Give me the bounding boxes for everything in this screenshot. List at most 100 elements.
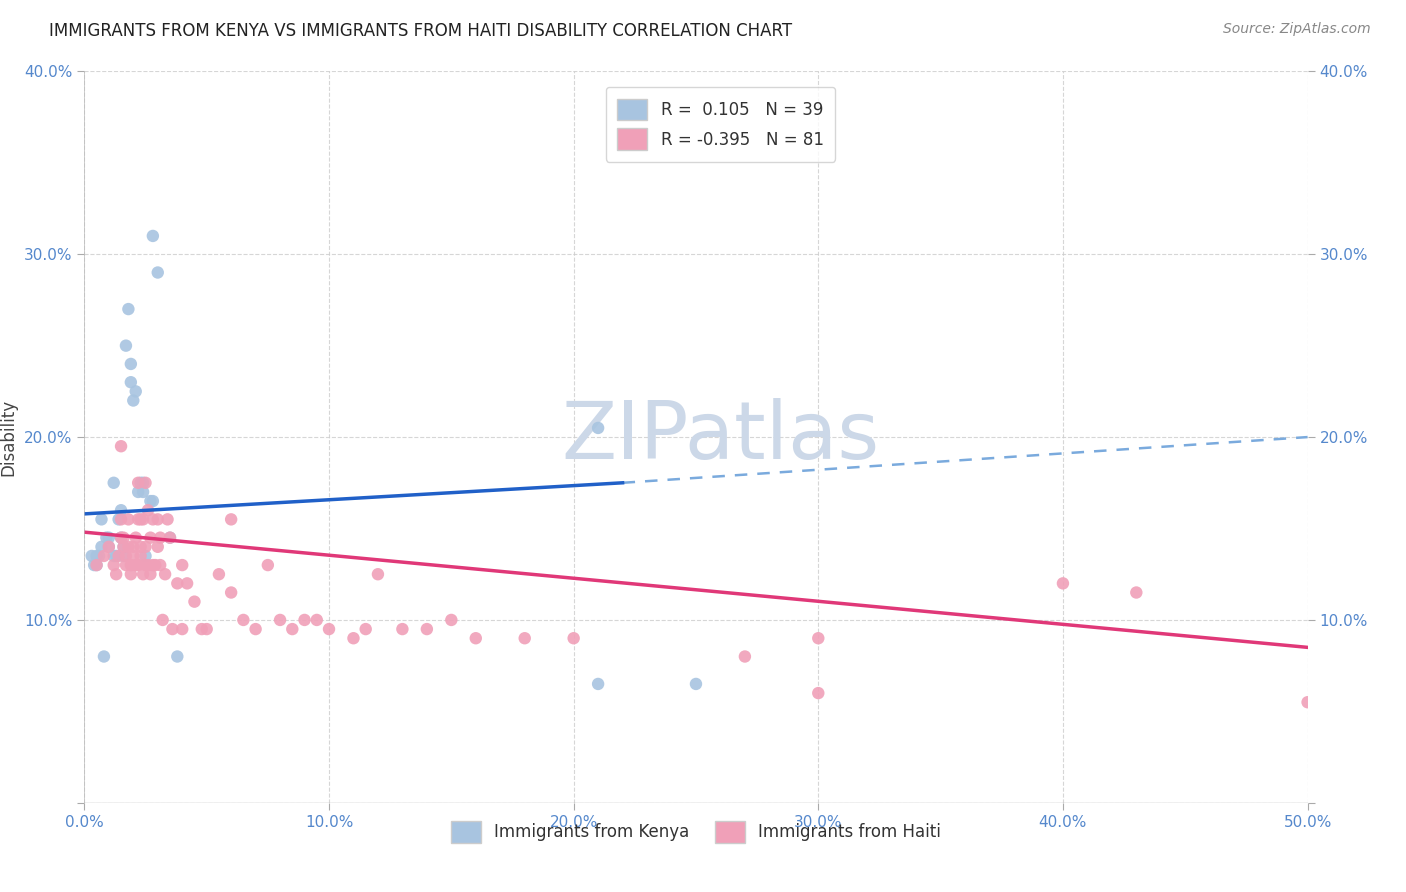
- Point: [132, 512, 155, 526]
- Point: [87, 549, 110, 563]
- Point: [191, 622, 214, 636]
- Point: [183, 594, 205, 608]
- Point: [122, 549, 145, 563]
- Point: [135, 549, 157, 563]
- Point: [97, 540, 120, 554]
- Point: [586, 677, 609, 691]
- Point: [142, 494, 165, 508]
- Point: [159, 531, 181, 545]
- Point: [734, 649, 756, 664]
- Point: [416, 622, 439, 636]
- Point: [342, 632, 364, 646]
- Point: [97, 540, 120, 554]
- Point: [120, 357, 142, 371]
- Point: [139, 494, 162, 508]
- Point: [90, 540, 112, 554]
- Point: [208, 567, 231, 582]
- Point: [93, 649, 115, 664]
- Point: [195, 622, 218, 636]
- Point: [127, 485, 149, 500]
- Point: [110, 531, 132, 545]
- Point: [1296, 695, 1319, 709]
- Point: [105, 567, 128, 582]
- Point: [110, 512, 132, 526]
- Point: [219, 585, 242, 599]
- Point: [391, 622, 413, 636]
- Point: [107, 549, 129, 563]
- Point: [146, 512, 169, 526]
- Point: [125, 531, 148, 545]
- Point: [122, 540, 145, 554]
- Point: [149, 558, 172, 573]
- Point: [149, 531, 172, 545]
- Point: [172, 558, 194, 573]
- Point: [807, 686, 830, 700]
- Point: [159, 531, 181, 545]
- Point: [97, 531, 120, 545]
- Text: IMMIGRANTS FROM KENYA VS IMMIGRANTS FROM HAITI DISABILITY CORRELATION CHART: IMMIGRANTS FROM KENYA VS IMMIGRANTS FROM…: [49, 22, 793, 40]
- Point: [245, 622, 267, 636]
- Point: [120, 558, 142, 573]
- Point: [132, 475, 155, 490]
- Point: [86, 558, 108, 573]
- Point: [142, 558, 165, 573]
- Point: [105, 549, 128, 563]
- Point: [83, 558, 105, 573]
- Y-axis label: Disability: Disability: [0, 399, 17, 475]
- Point: [135, 475, 157, 490]
- Point: [112, 540, 135, 554]
- Point: [103, 549, 125, 563]
- Point: [115, 338, 138, 352]
- Point: [172, 622, 194, 636]
- Point: [129, 540, 152, 554]
- Point: [90, 512, 112, 526]
- Point: [125, 558, 148, 573]
- Point: [166, 576, 188, 591]
- Text: Source: ZipAtlas.com: Source: ZipAtlas.com: [1223, 22, 1371, 37]
- Point: [354, 622, 377, 636]
- Point: [120, 375, 142, 389]
- Point: [86, 549, 108, 563]
- Point: [136, 503, 159, 517]
- Legend: Immigrants from Kenya, Immigrants from Haiti: Immigrants from Kenya, Immigrants from H…: [444, 814, 948, 849]
- Point: [146, 540, 169, 554]
- Point: [127, 512, 149, 526]
- Point: [807, 632, 830, 646]
- Point: [367, 567, 389, 582]
- Point: [139, 567, 162, 582]
- Point: [86, 558, 108, 573]
- Point: [129, 475, 152, 490]
- Point: [232, 613, 254, 627]
- Point: [153, 567, 176, 582]
- Point: [107, 512, 129, 526]
- Point: [129, 512, 152, 526]
- Point: [269, 613, 291, 627]
- Point: [117, 512, 139, 526]
- Point: [1125, 585, 1147, 599]
- Point: [142, 512, 165, 526]
- Point: [80, 549, 103, 563]
- Point: [219, 512, 242, 526]
- Point: [176, 576, 198, 591]
- Point: [685, 677, 707, 691]
- Point: [142, 229, 165, 244]
- Point: [156, 512, 179, 526]
- Point: [96, 531, 118, 545]
- Point: [112, 540, 135, 554]
- Point: [110, 531, 132, 545]
- Point: [166, 649, 188, 664]
- Point: [135, 558, 157, 573]
- Point: [281, 622, 304, 636]
- Point: [117, 301, 139, 317]
- Point: [112, 549, 135, 563]
- Point: [318, 622, 340, 636]
- Point: [125, 384, 148, 399]
- Point: [122, 393, 145, 408]
- Point: [127, 475, 149, 490]
- Point: [103, 475, 125, 490]
- Point: [143, 558, 166, 573]
- Point: [135, 540, 157, 554]
- Point: [132, 567, 155, 582]
- Point: [136, 558, 159, 573]
- Point: [93, 549, 115, 563]
